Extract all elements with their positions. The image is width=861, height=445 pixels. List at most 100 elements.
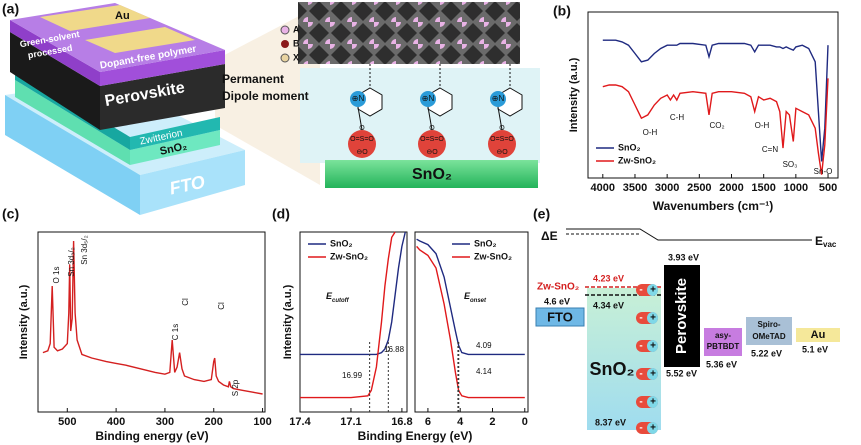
x-axis-label: Wavenumbers (cm⁻¹) (653, 199, 774, 213)
sno2-slab (325, 160, 538, 188)
cation-site (490, 91, 506, 107)
band-label: SnO₂ (590, 359, 635, 379)
band-label: PBTBDT (707, 342, 740, 351)
panel-label: (e) (533, 206, 550, 222)
y-axis-label: Intensity (a.u.) (568, 57, 580, 132)
annotation: Cl (217, 302, 226, 310)
x-tick-label: 200 (205, 416, 223, 428)
zwitterion: ⊕N O O=S=O ⊖O (488, 64, 523, 158)
charge: + (650, 369, 656, 380)
layer-label: Au (115, 10, 130, 22)
atom-label: ⊕N (492, 94, 505, 103)
atom-label: ⊖O (496, 149, 508, 156)
marker-label: 4.14 (476, 367, 492, 376)
dipole-pills: - + - + - + - + - + - + (636, 284, 658, 434)
level-label: Zw-SnO₂ (537, 282, 579, 293)
annotation: O-H (643, 128, 658, 137)
level-value: 5.1 eV (802, 344, 828, 354)
series-line (416, 238, 525, 356)
annotation: O-H (755, 121, 770, 130)
annotation: C-H (670, 113, 684, 122)
annotation: C 1s (171, 324, 180, 340)
layer-polymer-front (100, 50, 225, 86)
anion-site (348, 130, 376, 158)
molecule-scheme: A B X Permanent Dipole moment ⊕N O O=S=O… (222, 2, 540, 188)
level-value: 5.36 eV (706, 359, 737, 369)
layer-sno2-front (130, 130, 220, 165)
legend-label: Zw-SnO₂ (330, 251, 368, 261)
atom-label: O=S=O (350, 136, 374, 143)
evac-label: Evac (815, 234, 837, 249)
annotation: Sn 3d₃/₂ (67, 247, 76, 277)
x-tick-label: 400 (107, 416, 125, 428)
subscript: cutoff (332, 298, 350, 304)
anion-site (488, 130, 516, 158)
zoom-beam (215, 5, 320, 185)
panel-label: (b) (553, 3, 571, 19)
atom-label: O (359, 125, 365, 132)
y-axis-label: Intensity (a.u.) (282, 284, 294, 359)
energy-diagram: ΔE Evac SnO₂ Zw-SnO₂ 4.23 eV 4.34 eV 8.3… (535, 228, 840, 434)
x-tick-label: 2000 (719, 182, 743, 194)
atom-label: ⊕N (352, 94, 365, 103)
band-label: Perovskite (673, 278, 690, 354)
fto-box (535, 307, 585, 327)
subscript: vac (823, 240, 837, 249)
subscript: onset (470, 298, 487, 304)
au-box (796, 328, 840, 342)
bond (357, 106, 363, 131)
layer-zwitterion-front (130, 117, 220, 150)
layer-polymer-side (10, 20, 100, 86)
marker-label: 16.99 (342, 371, 363, 380)
series-line (416, 245, 525, 399)
annotation: C=N (762, 145, 778, 154)
atom-label: ⊖O (426, 149, 438, 156)
x-tick-label: 500 (58, 416, 76, 428)
legend-label: SnO₂ (618, 142, 641, 152)
charge: + (650, 313, 656, 324)
legend-label: X (293, 52, 299, 62)
htl2-box (746, 317, 792, 345)
layer-fto-front (140, 150, 245, 215)
annotation: Cl (181, 298, 190, 306)
slab-label: SnO₂ (412, 166, 452, 183)
charge: + (650, 423, 656, 434)
x-axis-label: Binding energy (eV) (95, 429, 208, 443)
bond (497, 106, 503, 131)
plot-frame (37, 231, 266, 413)
annotation: Sn 3d₅/₂ (80, 235, 89, 264)
annotation: Sn-O (814, 167, 833, 176)
zwitterion: ⊕N O O=S=O ⊖O (348, 64, 383, 158)
x-tick-label: 300 (156, 416, 174, 428)
legend-atom (280, 53, 290, 63)
series-line (602, 39, 829, 162)
perovskite-lattice (298, 2, 520, 64)
legend-atom (281, 40, 289, 48)
cation-site (350, 91, 366, 107)
x-tick-label: 4 (457, 416, 464, 428)
level-value: 4.6 eV (544, 296, 570, 306)
plot-frame (414, 231, 529, 413)
layer-perovskite-side (10, 32, 100, 130)
atom-label: ⊕N (422, 94, 435, 103)
atom-label: O (499, 125, 505, 132)
energy-label: Ecutoff (326, 291, 350, 303)
atom-label: O (429, 125, 435, 132)
band-label: OMeTAD (752, 332, 785, 341)
x-tick-label: 17.4 (289, 416, 311, 428)
series-line (300, 231, 396, 399)
marker-label: 16.88 (384, 345, 405, 354)
charge: - (639, 341, 642, 352)
series-line (300, 231, 406, 356)
band-label: Spiro- (757, 320, 780, 329)
panel-label: (a) (2, 1, 19, 17)
zwitterion: ⊕N O O=S=O ⊖O (418, 64, 453, 158)
charge: - (639, 369, 642, 380)
x-tick-label: 4000 (591, 182, 615, 194)
panel-label: (d) (272, 206, 290, 222)
symbol: E (326, 291, 333, 301)
series-line (602, 78, 829, 175)
legend-atom (280, 25, 290, 35)
x-tick-label: 2 (489, 416, 495, 428)
